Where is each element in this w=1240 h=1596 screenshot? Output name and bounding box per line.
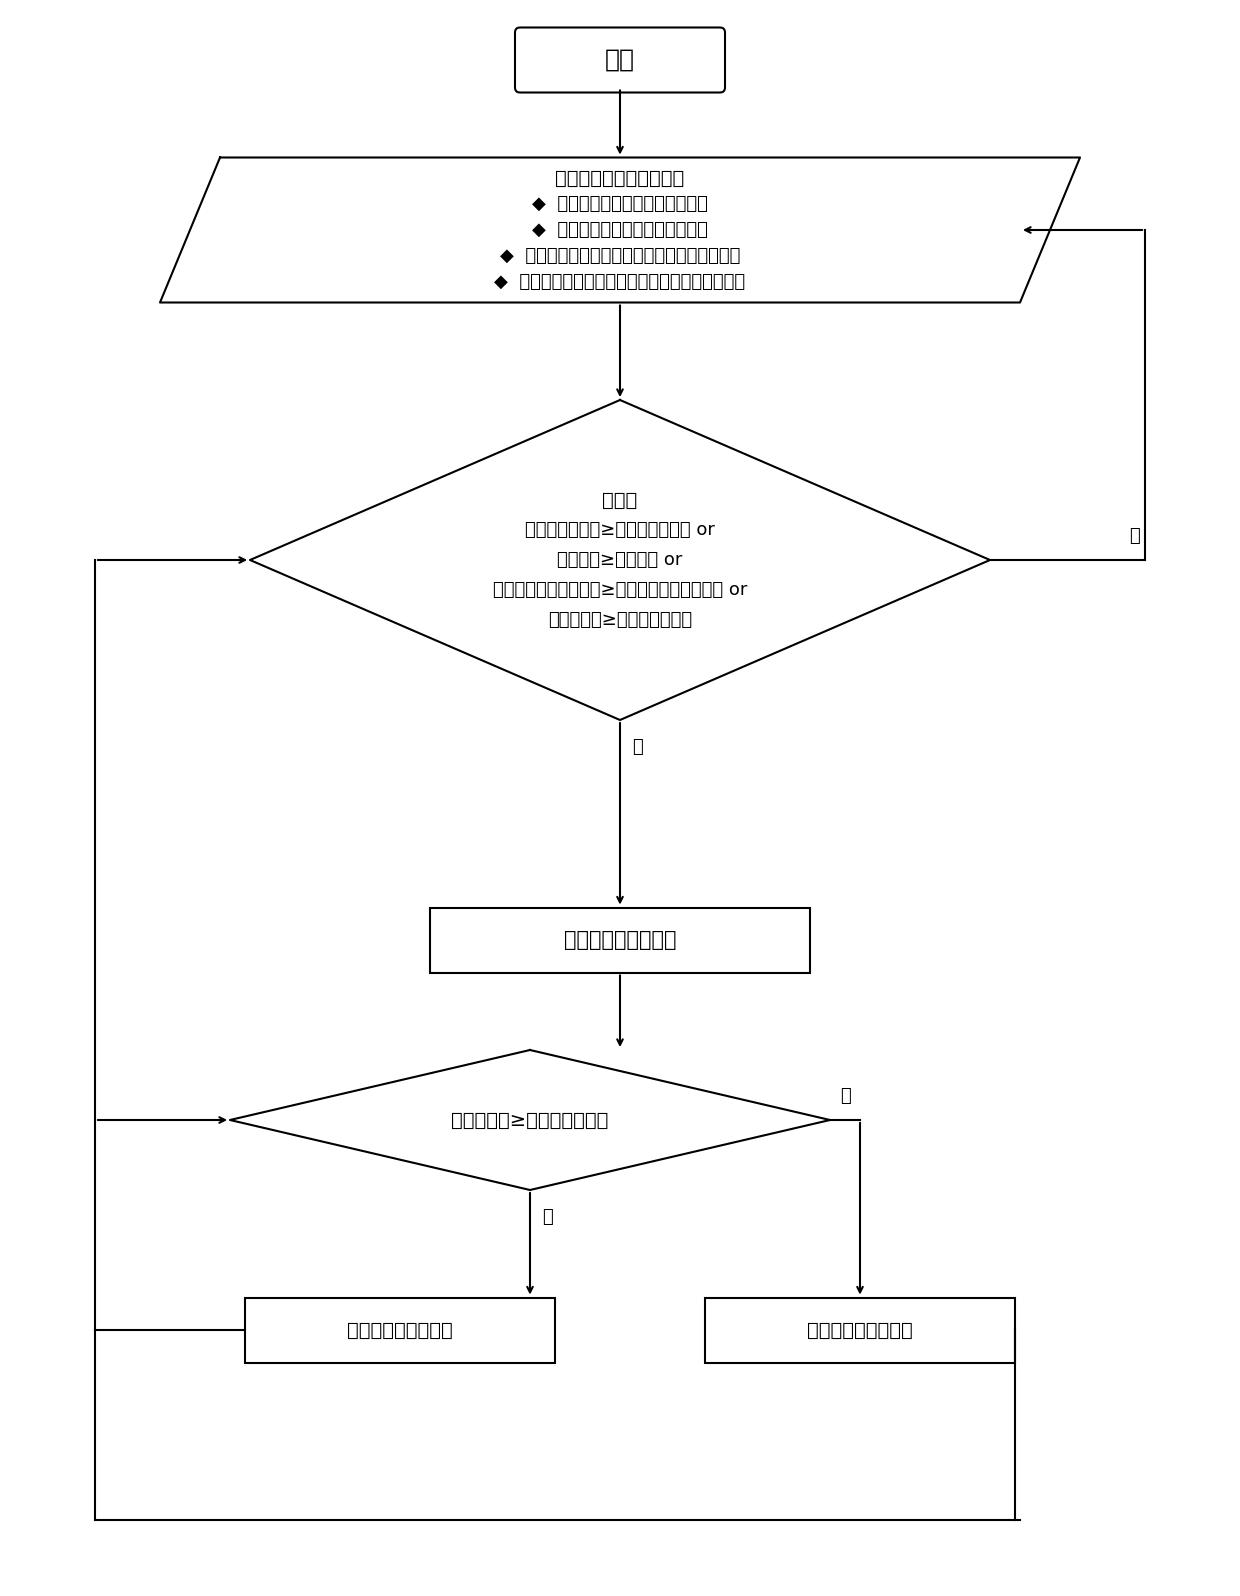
Text: 路面管网排水阀开启: 路面管网排水阀开启	[564, 930, 676, 950]
Text: ◆  天气预报信息：最大可能降雨量: ◆ 天气预报信息：最大可能降雨量	[532, 195, 708, 212]
Bar	[246, 1298, 556, 1363]
Text: 实际最大瞬时降雨强度≥容许最大瞬时降雨强度 or: 实际最大瞬时降雨强度≥容许最大瞬时降雨强度 or	[492, 581, 748, 598]
Text: 溢流阀和排涝泵开启: 溢流阀和排涝泵开启	[347, 1320, 453, 1339]
Text: 是: 是	[632, 737, 642, 757]
Text: 否: 否	[839, 1087, 851, 1104]
Polygon shape	[250, 401, 990, 720]
Text: ◆  城市管网信息：管网节点开启状态、管网径流量: ◆ 城市管网信息：管网节点开启状态、管网径流量	[495, 273, 745, 290]
Text: 路面湿度≥容许湿度 or: 路面湿度≥容许湿度 or	[557, 551, 683, 570]
Text: ◆  气象站实时数据：降雨量、最大瞬时降雨强度: ◆ 气象站实时数据：降雨量、最大瞬时降雨强度	[500, 247, 740, 265]
Text: 溢流阀和排涝泵关闭: 溢流阀和排涝泵关闭	[807, 1320, 913, 1339]
Polygon shape	[160, 158, 1080, 303]
Text: 是: 是	[542, 1208, 553, 1226]
FancyBboxPatch shape	[515, 27, 725, 93]
Text: 实际降雨量≥容许最大降雨量: 实际降雨量≥容许最大降雨量	[548, 611, 692, 629]
Text: 否: 否	[1130, 527, 1140, 544]
Text: ◆  透水路面数据：路面各层湿度值: ◆ 透水路面数据：路面各层湿度值	[532, 220, 708, 239]
Polygon shape	[229, 1050, 830, 1191]
Text: 判断：: 判断：	[603, 490, 637, 509]
Bar	[706, 1298, 1016, 1363]
Text: 管网径流量≥容许管网径流量: 管网径流量≥容许管网径流量	[451, 1111, 609, 1130]
Text: 最大可能降雨量≥容许最大降雨量 or: 最大可能降雨量≥容许最大降雨量 or	[525, 520, 715, 539]
Bar	[430, 908, 810, 972]
Text: 实时监测数据信号输入：: 实时监测数据信号输入：	[556, 169, 684, 187]
Text: 开始: 开始	[605, 48, 635, 72]
